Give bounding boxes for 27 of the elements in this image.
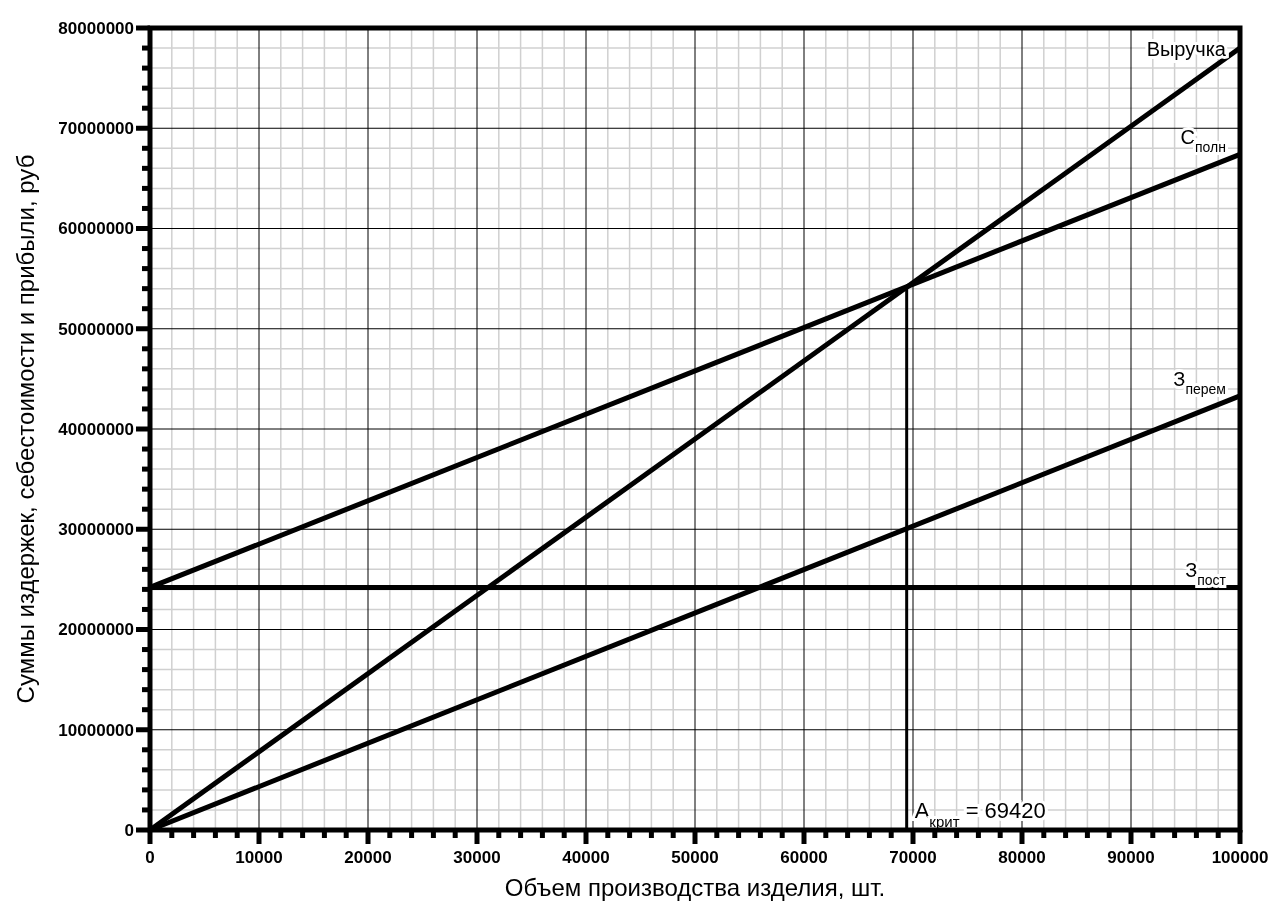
- x-tick-label: 30000: [453, 848, 501, 867]
- y-tick-label: 10000000: [58, 720, 134, 740]
- x-tick-label: 100000: [1211, 848, 1269, 867]
- y-axis-title: Суммы издержек, себестоимости и прибыли, руб: [12, 154, 39, 704]
- y-tick-label: 20000000: [58, 620, 134, 640]
- x-tick-label: 90000: [1107, 848, 1155, 867]
- x-axis-title: Объем производства изделия, шт.: [504, 874, 886, 901]
- ref-line-label: A$_{крит}$ = 69420: [914, 798, 1046, 830]
- x-tick-label: 70000: [889, 848, 937, 867]
- x-tick-label: 60000: [780, 848, 828, 867]
- y-tick-label: 50000000: [58, 319, 134, 339]
- x-tick-label: 10000: [235, 848, 283, 867]
- x-tick-label: 40000: [562, 848, 610, 867]
- y-tick-label: 0: [124, 820, 134, 840]
- x-tick-label: 20000: [344, 848, 392, 867]
- x-tick-label: 80000: [998, 848, 1046, 867]
- y-tick-label: 30000000: [58, 520, 134, 540]
- x-tick-label: 0: [145, 848, 155, 867]
- series-label: C$_{полн}$: [1180, 126, 1226, 156]
- series-label: З$_{перем}$: [1173, 367, 1226, 397]
- series-label: З$_{пост}$: [1185, 559, 1227, 589]
- series-label: Выручка: [1146, 38, 1227, 60]
- y-tick-label: 80000000: [58, 18, 134, 38]
- y-tick-label: 60000000: [58, 219, 134, 239]
- x-tick-label: 50000: [671, 848, 719, 867]
- y-tick-label: 40000000: [58, 419, 134, 439]
- y-tick-label: 70000000: [58, 119, 134, 139]
